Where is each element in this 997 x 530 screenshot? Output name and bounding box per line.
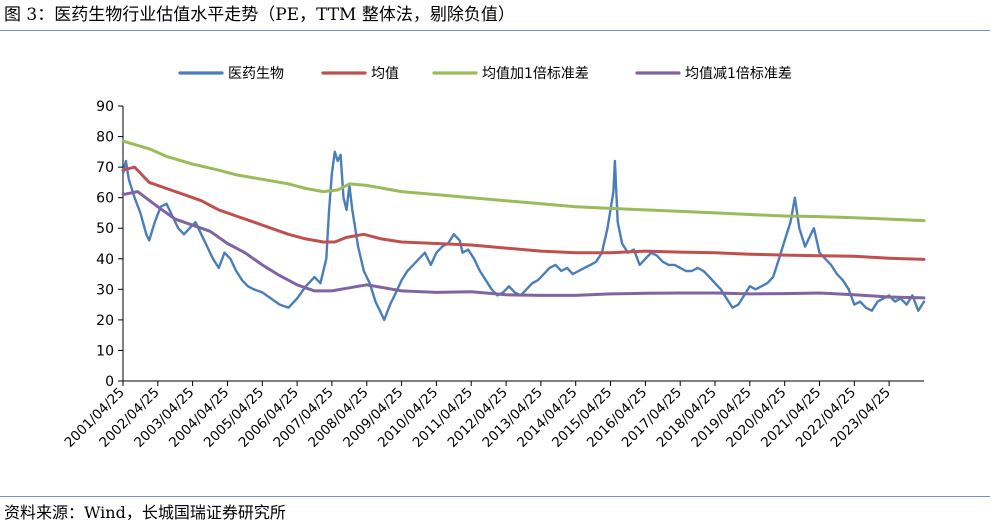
y-tick-label: 60 <box>96 191 114 207</box>
legend-label-3: 均值减1倍标准差 <box>685 66 792 82</box>
y-axis: 0 10 20 30 40 50 60 70 80 90 <box>96 99 124 390</box>
x-axis: 2001/04/252002/04/252003/04/252004/04/25… <box>61 380 924 451</box>
y-tick-label: 10 <box>96 343 114 359</box>
series-line-3 <box>121 190 926 300</box>
series-line-2 <box>121 139 926 223</box>
y-tick-label: 20 <box>96 313 114 329</box>
y-tick-label: 0 <box>105 374 114 390</box>
legend-label-2: 均值加1倍标准差 <box>482 66 589 82</box>
y-tick-label: 70 <box>96 160 114 176</box>
pe-chart: 医药生物 均值 均值加1倍标准差 均值减1倍标准差 0 10 20 30 40 50 60 70 80… <box>61 66 926 451</box>
source-divider <box>0 496 990 497</box>
chart-legend: 医药生物 均值 均值加1倍标准差 均值减1倍标准差 <box>178 66 792 82</box>
y-tick-label: 30 <box>96 282 114 298</box>
legend-label-1: 均值 <box>371 66 399 82</box>
y-tick-label: 40 <box>96 252 114 268</box>
plot-lines <box>121 139 926 322</box>
figure-title: 图 3：医药生物行业估值水平走势（PE，TTM 整体法，剔除负值） <box>4 5 515 25</box>
legend-label-0: 医药生物 <box>228 66 284 82</box>
y-tick-label: 80 <box>96 130 114 146</box>
series-line-1 <box>121 165 926 261</box>
title-divider <box>0 30 990 31</box>
source-note: 资料来源：Wind，长城国瑞证券研究所 <box>4 503 286 522</box>
y-tick-label: 90 <box>96 99 114 115</box>
y-tick-label: 50 <box>96 221 114 237</box>
